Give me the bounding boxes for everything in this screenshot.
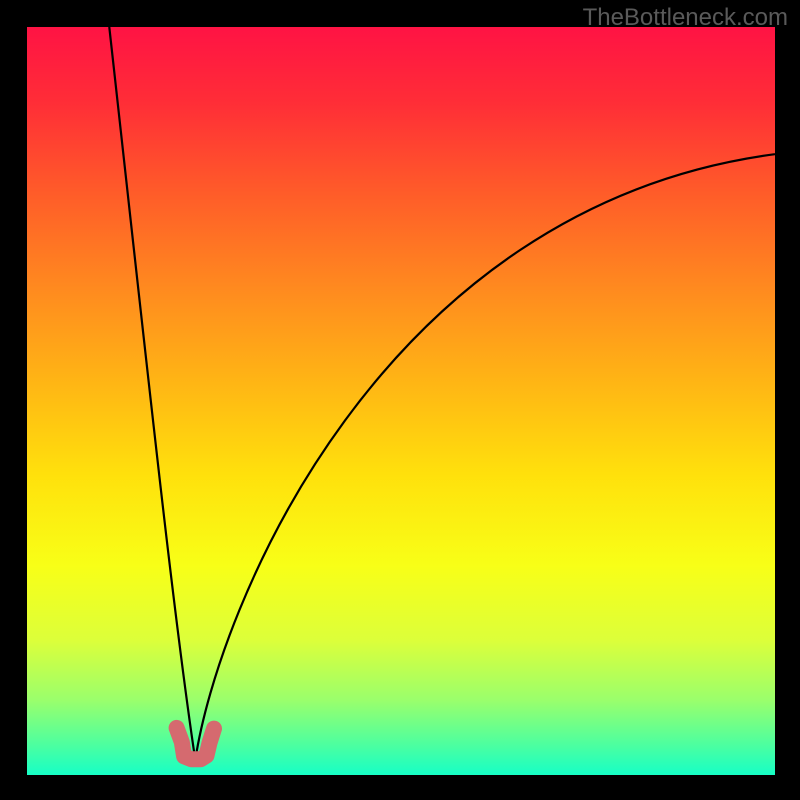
plot-svg [27,27,775,775]
chart-frame: TheBottleneck.com [0,0,800,800]
plot-area [27,27,775,775]
gradient-background [27,27,775,775]
watermark-text: TheBottleneck.com [583,4,788,32]
